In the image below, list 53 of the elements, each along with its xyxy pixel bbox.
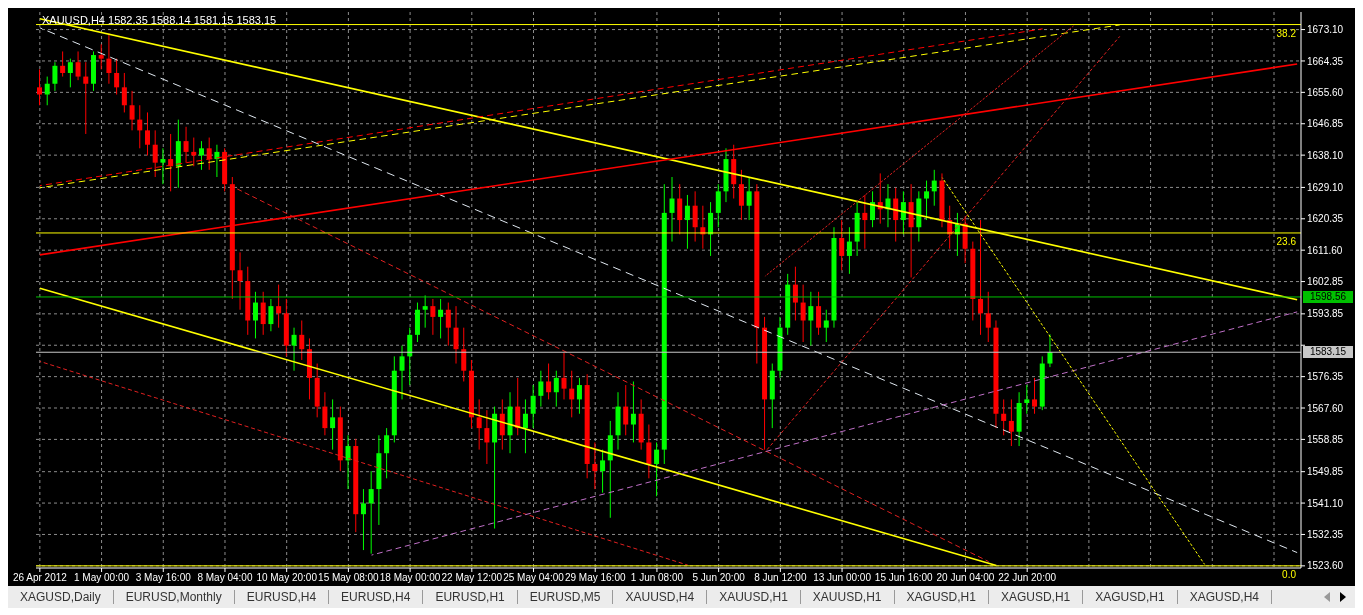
y-tick-label: 1646.85 [1307,118,1344,130]
y-tick-label: 1602.85 [1307,276,1344,288]
text: XAGUSD,Daily [8,590,114,604]
y-tick-label: 1638.10 [1307,149,1344,161]
ref-line-label: 1583.15 [1303,346,1353,359]
x-tick-label: 3 May 16:00 [135,572,192,584]
x-tick-label: 1 Jun 08:00 [630,572,684,584]
x-tick-label: 25 May 04:00 [503,572,565,584]
text: EURUSD,H4 [234,590,330,604]
x-tick-label: 22 Jun 20:00 [998,572,1057,584]
annotation: 0.0 [1282,568,1297,580]
y-tick-label: 1611.60 [1307,244,1343,256]
annotation: 23.6 [1276,236,1297,248]
x-tick-label: 15 May 08:00 [318,572,380,584]
x-tick-label: 8 May 04:00 [197,572,253,584]
x-tick-label: 13 Jun 00:00 [813,572,872,584]
text: EURUSD,H1 [423,590,518,604]
y-tick-label: 1558.85 [1307,433,1344,445]
text: EURUSD,M5 [517,590,614,604]
x-tick-label: 1 May 00:00 [74,572,130,584]
y-tick-label: 1593.85 [1307,308,1344,320]
y-tick-label: 1655.60 [1307,86,1344,98]
text: XAGUSD,H1 [894,590,989,604]
y-tick-label: 1673.10 [1307,24,1344,36]
y-tick-label: 1629.10 [1307,181,1344,193]
text: XAGUSD,H4 [1177,590,1272,604]
y-tick-label: 1620.35 [1307,213,1344,225]
text: XAGUSD,H1 [1083,590,1178,604]
y-tick-label: 1541.10 [1307,497,1344,509]
x-tick-label: 10 May 20:00 [256,572,318,584]
ref-line-label: 1598.56 [1303,290,1353,303]
y-tick-label: 1567.60 [1307,402,1344,414]
y-tick-label: 1664.35 [1307,55,1344,67]
text: XAGUSD,H1 [988,590,1084,604]
chart-title: XAUUSD,H4 1582.35 1588.14 1581.15 1583.15 [42,14,277,26]
x-tick-label: 8 Jun 12:00 [754,572,807,584]
x-tick-label: 22 May 12:00 [441,572,503,584]
y-tick-label: 1549.85 [1307,466,1344,478]
y-tick-label: 1523.60 [1307,560,1344,572]
x-tick-label: 20 Jun 04:00 [936,572,995,584]
text: EURUSD,H4 [329,590,424,604]
x-tick-label: 18 May 00:00 [379,572,441,584]
x-tick-label: 5 Jun 20:00 [692,572,746,584]
x-tick-label: 26 Apr 2012 [12,572,68,584]
text: EURUSD,Monthly [113,590,235,604]
text: XAUUSD,H1 [800,590,895,604]
text: XAUUSD,H4 [613,590,708,604]
annotation: 38.2 [1276,27,1297,39]
x-tick-label: 29 May 16:00 [564,572,626,584]
y-tick-label: 1532.35 [1307,529,1344,541]
text: XAUUSD,H1 [707,590,801,604]
y-tick-label: 1576.35 [1307,371,1344,383]
x-tick-label: 15 Jun 16:00 [874,572,934,584]
